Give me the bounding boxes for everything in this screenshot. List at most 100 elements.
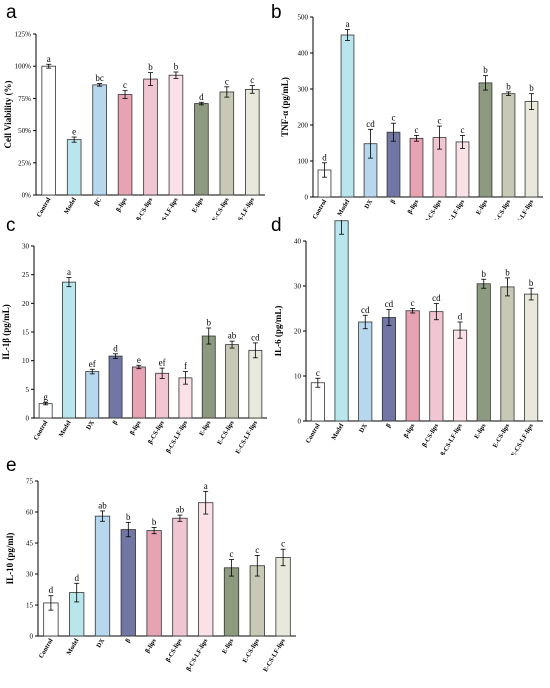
bar-4 xyxy=(117,94,133,196)
significance-letter: c xyxy=(415,125,419,135)
x-tick-label: E-CS-LF-lips xyxy=(510,422,535,455)
significance-letter: c xyxy=(316,368,320,378)
error-bar xyxy=(125,521,131,538)
y-tick-label: 15 xyxy=(22,329,30,337)
x-tick-label: DX xyxy=(95,637,106,649)
y-tick-label: 75 xyxy=(26,478,34,486)
bar-9 xyxy=(500,286,515,422)
error-bar xyxy=(43,402,49,406)
significance-letter: b xyxy=(207,317,212,327)
x-tick-label: E-CS-lips xyxy=(211,196,231,220)
significance-letter: e xyxy=(137,355,141,365)
bar-5 xyxy=(131,366,146,419)
error-bar xyxy=(280,548,286,567)
x-tick-label: Model xyxy=(336,198,351,217)
panel-label-c: c xyxy=(6,215,16,236)
error-bar xyxy=(362,314,368,330)
x-tick-label: DX xyxy=(358,422,369,434)
x-tick-label: E-CS-LF-lips xyxy=(262,637,287,673)
x-tick-label: βC xyxy=(93,196,103,207)
bar-6 xyxy=(429,311,444,422)
y-tick-label: 200 xyxy=(298,122,309,130)
significance-letter: b xyxy=(506,81,511,91)
significance-letter: cd xyxy=(366,119,375,129)
error-bar xyxy=(71,136,77,143)
error-bar xyxy=(46,63,52,69)
bar-3 xyxy=(94,515,111,637)
significance-letter: c xyxy=(438,116,442,126)
y-tick-label: 75% xyxy=(18,95,31,103)
y-tick-label: 60 xyxy=(26,509,34,517)
bar-9 xyxy=(501,93,516,198)
error-bar xyxy=(173,71,179,79)
significance-letter: ef xyxy=(159,358,166,368)
bar-10 xyxy=(275,557,291,637)
error-bar xyxy=(437,125,442,150)
significance-letter: b xyxy=(126,512,131,522)
error-bar xyxy=(48,595,54,611)
error-bar xyxy=(506,91,511,96)
x-tick-label: Model xyxy=(63,196,78,215)
bar-9 xyxy=(245,88,260,196)
significance-letter: g xyxy=(43,392,48,402)
bar-6 xyxy=(172,517,188,637)
error-bar xyxy=(339,220,345,235)
y-axis-label: IL-10 (pg/ml) xyxy=(5,533,15,585)
significance-letter: d xyxy=(458,312,463,322)
y-tick-label: 20 xyxy=(294,328,302,336)
x-tick-label: β-CS-LF-lips xyxy=(155,196,179,220)
error-bar xyxy=(433,303,439,321)
x-tick-label: E-lips xyxy=(473,422,487,440)
error-bar xyxy=(368,128,373,159)
y-tick-label: 0 xyxy=(298,418,302,426)
y-axis-label: IL-6 (pg/mL) xyxy=(275,306,283,357)
bar-4 xyxy=(386,131,401,198)
significance-letter: b xyxy=(148,62,153,72)
bar-8 xyxy=(223,567,240,637)
x-tick-label: Model xyxy=(66,637,81,656)
y-tick-label: 5 xyxy=(26,386,30,394)
significance-letter: ab xyxy=(98,500,107,510)
significance-letter: c xyxy=(411,298,415,308)
significance-letter: c xyxy=(461,125,465,135)
bar-2 xyxy=(334,220,349,422)
x-tick-label: DX xyxy=(363,198,374,210)
significance-letter: bc xyxy=(95,73,104,83)
error-bar xyxy=(529,93,534,110)
significance-letter: d xyxy=(199,92,204,102)
x-tick-label: β-CS-LF-lips xyxy=(442,198,466,220)
bar-10 xyxy=(524,293,539,422)
x-tick-label: β-CS-lips xyxy=(147,419,166,445)
bar-8 xyxy=(219,91,235,196)
x-tick-label: β-lips xyxy=(115,196,129,213)
error-bar xyxy=(504,277,510,297)
error-bar xyxy=(113,353,119,359)
y-tick-label: 30 xyxy=(22,243,30,251)
error-bar xyxy=(224,86,230,98)
significance-letter: b xyxy=(482,269,487,279)
x-tick-label: Control xyxy=(38,637,55,659)
error-bar xyxy=(229,340,235,349)
bar-7 xyxy=(453,329,468,422)
x-tick-label: E-lips xyxy=(221,637,235,655)
significance-letter: c xyxy=(250,75,254,85)
y-tick-label: 25 xyxy=(22,271,30,279)
y-tick-label: 0% xyxy=(22,192,32,200)
x-tick-label: DX xyxy=(85,419,96,431)
y-tick-label: 30 xyxy=(294,283,302,291)
x-tick-label: β xyxy=(389,198,397,205)
error-bar xyxy=(322,162,327,178)
x-tick-label: Control xyxy=(36,196,53,218)
x-tick-label: E-CS-LF-lips xyxy=(234,419,259,455)
x-tick-label: β xyxy=(385,422,393,429)
x-tick-label: β-CS-LF-lips xyxy=(185,637,209,672)
significance-letter: c xyxy=(230,549,234,559)
significance-letter: cd xyxy=(432,293,441,303)
bar-8 xyxy=(201,335,216,419)
panel-label-d: d xyxy=(271,215,282,236)
bar-9 xyxy=(225,344,239,419)
bar-1 xyxy=(38,403,53,419)
significance-letter: b xyxy=(483,65,488,75)
